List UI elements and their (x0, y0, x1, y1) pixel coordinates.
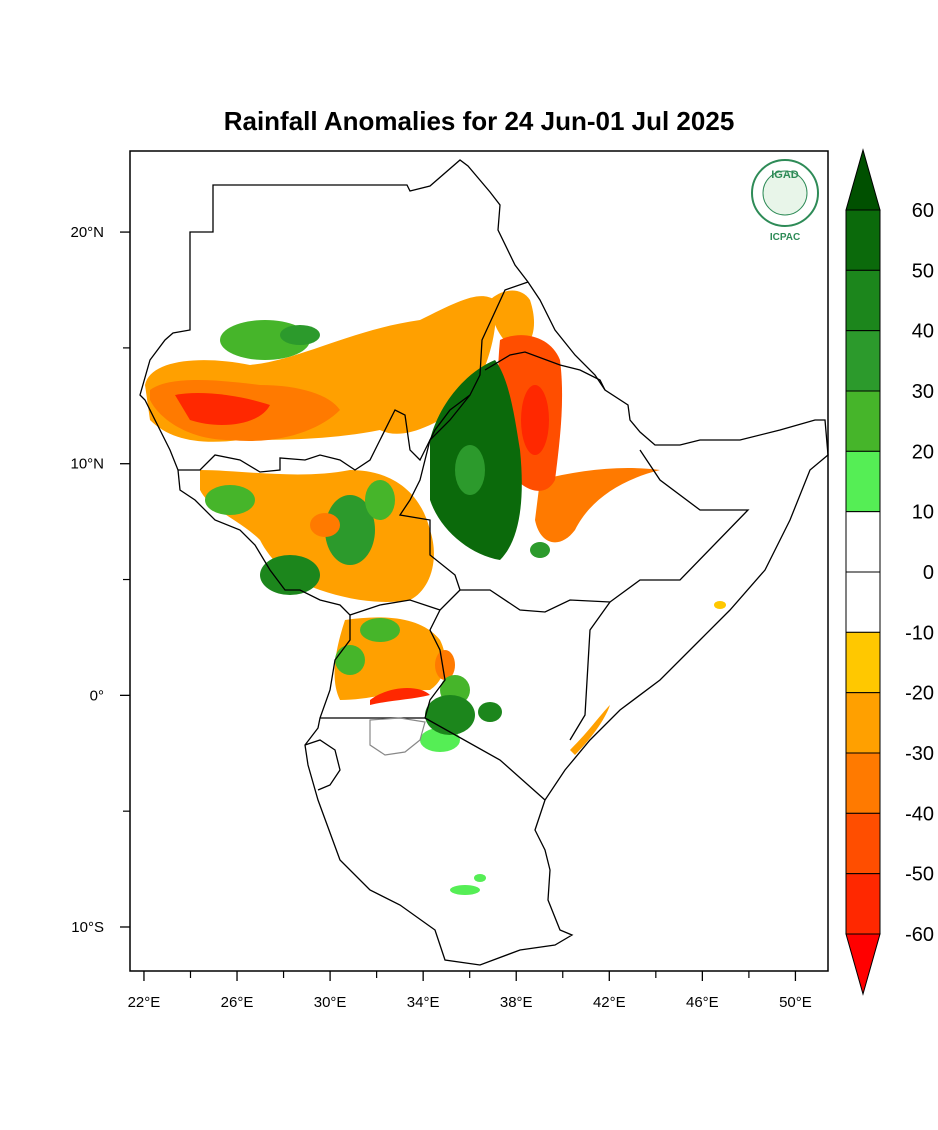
colorbar-box (845, 450, 881, 513)
anomaly-patch (325, 495, 375, 565)
anomaly-patch (280, 325, 320, 345)
colorbar-label: 20 (912, 441, 934, 463)
colorbar-label: 0 (923, 562, 934, 584)
y-tick-label: 20°N (70, 224, 104, 241)
colorbar-box (845, 752, 881, 814)
colorbar: 60 50 40 30 20 10 0 -10 -20 -30 -40 -50 -60 (845, 148, 934, 996)
x-tick-label: 42°E (593, 994, 626, 1011)
colorbar-label: -60 (905, 924, 934, 946)
lake-victoria (369, 717, 426, 756)
anomaly-patch (175, 393, 270, 425)
logo-caption: ICPAC (770, 232, 800, 243)
map-frame (129, 150, 829, 972)
colorbar-label: -40 (905, 803, 934, 825)
anomaly-patch (535, 468, 660, 543)
colorbar-box (845, 209, 881, 271)
axes: 22°E 26°E 30°E 34°E 38°E 42°E 46°E 50°E 20°N 10°N… (70, 224, 811, 1011)
anomaly-patch (455, 445, 485, 495)
logo: IGAD ICPAC (751, 159, 819, 243)
colorbar-box (845, 511, 881, 573)
anomaly-patch (310, 513, 340, 537)
colorbar-label: 50 (912, 260, 934, 282)
colorbar-box (845, 692, 881, 754)
colorbar-arrow-bottom (845, 933, 881, 996)
anomaly-patch (335, 645, 365, 675)
y-tick-label: 0° (90, 687, 104, 704)
anomaly-patch (360, 618, 400, 642)
anomaly-patch (478, 702, 502, 722)
x-tick-label: 50°E (779, 994, 812, 1011)
anomaly-patch (365, 480, 395, 520)
colorbar-box (845, 390, 881, 452)
colorbar-box (845, 269, 881, 332)
colorbar-label: -20 (905, 683, 934, 705)
country-borders (139, 159, 829, 966)
map-title: Rainfall Anomalies for 24 Jun-01 Jul 202… (224, 106, 735, 136)
anomaly-patch (334, 617, 446, 700)
x-tick-label: 38°E (500, 994, 533, 1011)
colorbar-box (845, 873, 881, 935)
anomaly-patch (521, 385, 549, 455)
x-tick-label: 34°E (407, 994, 440, 1011)
y-tick-label: 10°N (70, 456, 104, 473)
anomaly-patch (260, 555, 320, 595)
colorbar-label: -50 (905, 864, 934, 886)
logo-emblem (762, 170, 808, 216)
x-tick-label: 30°E (314, 994, 347, 1011)
colorbar-box (845, 812, 881, 875)
colorbar-label: 30 (912, 381, 934, 403)
y-tick-label: 10°S (71, 919, 104, 936)
logo-text: IGAD (771, 169, 799, 181)
anomaly-patch (570, 705, 610, 755)
anomaly-patch (530, 542, 550, 558)
anomaly-patch (370, 688, 430, 705)
colorbar-label: 10 (912, 502, 934, 524)
colorbar-label: 40 (912, 321, 934, 343)
x-tick-label: 22°E (128, 994, 161, 1011)
anomaly-patch (714, 601, 726, 609)
anomaly-patch (490, 290, 535, 350)
anomaly-patch (435, 650, 455, 680)
anomaly-patch (425, 695, 475, 735)
colorbar-box (845, 631, 881, 694)
colorbar-label: 60 (912, 200, 934, 222)
colorbar-label: -10 (905, 622, 934, 644)
x-tick-label: 26°E (221, 994, 254, 1011)
colorbar-label: -30 (905, 743, 934, 765)
colorbar-box (845, 330, 881, 392)
colorbar-box (845, 571, 881, 633)
anomaly-patch (450, 885, 480, 895)
anomaly-shading (145, 290, 726, 895)
anomaly-patch (205, 485, 255, 515)
anomaly-patch (474, 874, 486, 882)
x-tick-label: 46°E (686, 994, 719, 1011)
